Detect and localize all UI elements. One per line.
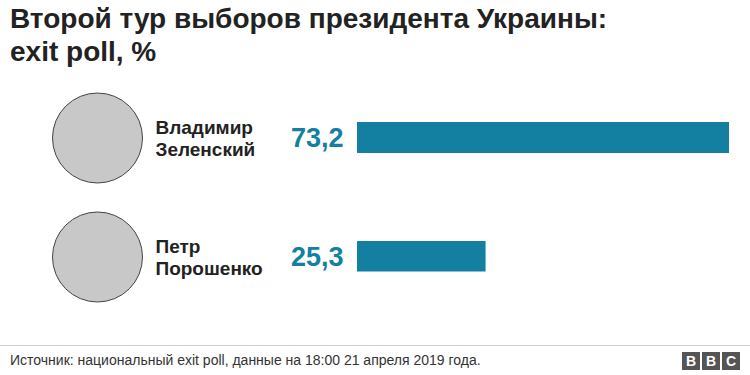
svg-text:ВладимирЗеленский: ВладимирЗеленский bbox=[156, 117, 256, 160]
html-text:Источник: национальный exit po: Источник: национальный exit poll, данные… bbox=[10, 352, 481, 368]
html-text:B: B bbox=[705, 353, 717, 369]
svg-text:73,2: 73,2 bbox=[291, 123, 344, 153]
html-text:Второй тур выборов президента: Второй тур выборов президента Украины: e… bbox=[10, 3, 608, 67]
html-text:B: B bbox=[685, 353, 697, 369]
svg-text:25,3: 25,3 bbox=[291, 242, 344, 272]
svg-text:ПетрПорошенко: ПетрПорошенко bbox=[156, 236, 263, 279]
html-text:C: C bbox=[725, 353, 737, 369]
